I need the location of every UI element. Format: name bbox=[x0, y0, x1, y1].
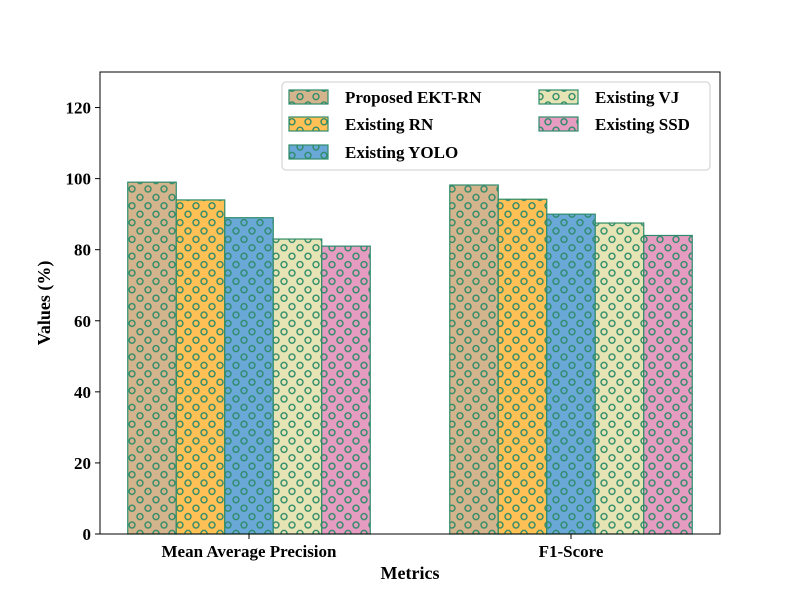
bars-layer bbox=[127, 181, 693, 535]
y-tick-label: 120 bbox=[66, 99, 92, 118]
bar-proposed-ekt-rn-0 bbox=[127, 181, 177, 535]
x-tick-label: Mean Average Precision bbox=[162, 542, 338, 561]
legend-swatch bbox=[538, 89, 579, 105]
legend-swatch bbox=[288, 89, 329, 105]
y-axis: 0 20 40 60 80 100 120 bbox=[66, 99, 100, 544]
x-tick-label: F1-Score bbox=[539, 542, 604, 561]
bar-existing-ssd-0 bbox=[321, 245, 371, 535]
legend-label: Existing SSD bbox=[595, 115, 690, 134]
bar-existing-ssd-1 bbox=[643, 234, 693, 535]
bar-existing-vj-1 bbox=[594, 222, 645, 535]
legend-swatch bbox=[538, 116, 579, 132]
legend: Proposed EKT-RN Existing RN Existing YOLO E… bbox=[281, 81, 711, 171]
x-axis: Mean Average Precision F1-Score bbox=[162, 534, 604, 561]
bar-existing-rn-0 bbox=[175, 199, 226, 535]
legend-swatch bbox=[288, 116, 329, 132]
y-tick-label: 20 bbox=[74, 454, 91, 473]
bar-proposed-ekt-rn-1 bbox=[449, 184, 499, 535]
bar-existing-rn-1 bbox=[497, 198, 548, 535]
legend-swatch bbox=[288, 144, 329, 160]
bar-existing-yolo-1 bbox=[546, 213, 596, 535]
plot-frame bbox=[99, 71, 721, 535]
y-tick-label: 0 bbox=[83, 525, 92, 544]
bar-existing-vj-0 bbox=[272, 238, 323, 535]
y-tick-label: 60 bbox=[74, 312, 91, 331]
legend-label: Existing YOLO bbox=[345, 143, 458, 162]
bar-existing-yolo-0 bbox=[224, 217, 274, 535]
legend-label: Existing RN bbox=[345, 115, 434, 134]
y-axis-label: Values (%) bbox=[34, 261, 55, 346]
legend-label: Proposed EKT-RN bbox=[345, 88, 482, 107]
x-axis-label: Metrics bbox=[381, 563, 440, 583]
y-tick-label: 40 bbox=[74, 383, 91, 402]
legend-box bbox=[281, 81, 711, 171]
y-tick-label: 100 bbox=[66, 170, 92, 189]
y-tick-label: 80 bbox=[74, 241, 91, 260]
legend-label: Existing VJ bbox=[595, 88, 680, 107]
